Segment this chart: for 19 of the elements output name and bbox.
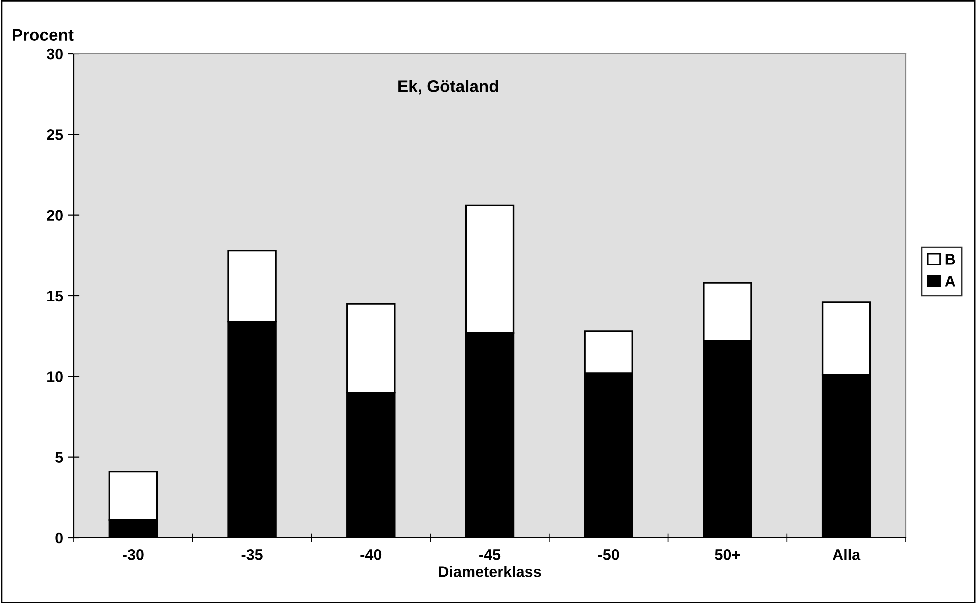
y-tick-label: 25 <box>47 130 64 140</box>
legend-label: A <box>945 276 956 287</box>
y-tick-label: 15 <box>48 291 64 302</box>
x-tick-label: -50 <box>598 550 620 560</box>
y-tick-label: 20 <box>47 210 63 222</box>
y-axis-title: Procent <box>13 29 74 42</box>
x-tick-label: -35 <box>242 550 263 560</box>
x-tick-label: -40 <box>360 550 382 560</box>
y-tick-label: 5 <box>56 452 64 464</box>
y-tick-label: 30 <box>46 48 63 60</box>
x-tick-label: -30 <box>122 550 144 560</box>
legend-label: B <box>946 254 956 265</box>
y-tick-label: 0 <box>56 532 63 544</box>
text: Ek, Götaland <box>398 80 498 95</box>
x-tick-label: 50+ <box>715 550 740 560</box>
x-tick-label: -45 <box>480 550 501 560</box>
x-tick-label: Alla <box>832 549 861 560</box>
x-axis-title: Diameterklass <box>439 566 542 578</box>
y-tick-label: 10 <box>48 372 63 382</box>
